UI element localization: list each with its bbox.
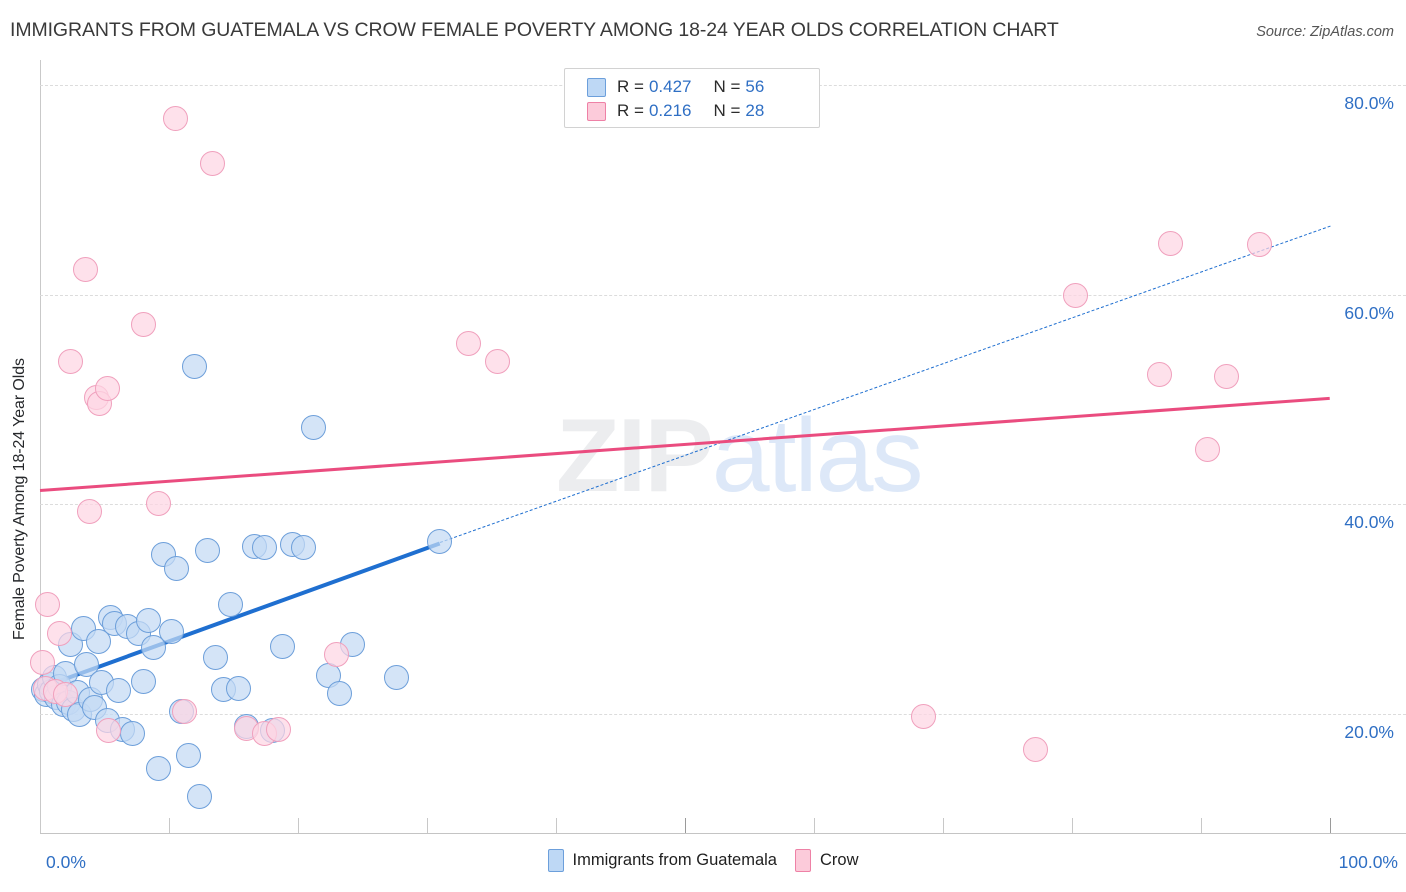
correlation-legend: R = 0.427 N = 56 R = 0.216 N = 28 bbox=[564, 68, 820, 128]
scatter-point bbox=[187, 783, 213, 809]
legend-r-label-guatemala: R = bbox=[617, 77, 644, 96]
gridline bbox=[40, 504, 1406, 506]
scatter-point bbox=[485, 349, 511, 375]
scatter-point bbox=[35, 592, 61, 618]
y-axis-tick-label: 20.0% bbox=[1344, 721, 1394, 742]
scatter-point bbox=[200, 151, 226, 177]
legend-n-value-crow: 28 bbox=[745, 101, 765, 120]
scatter-point bbox=[141, 635, 167, 661]
x-axis-label-min: 0.0% bbox=[46, 852, 86, 872]
y-axis-tick-label: 40.0% bbox=[1344, 512, 1394, 533]
series-label-crow: Crow bbox=[819, 851, 859, 869]
scatter-point bbox=[106, 678, 132, 704]
scatter-point bbox=[290, 534, 316, 560]
scatter-point bbox=[324, 642, 350, 668]
legend-swatch-guatemala bbox=[587, 77, 606, 97]
source-attribution: Source: ZipAtlas.com bbox=[1256, 24, 1394, 40]
scatter-point bbox=[130, 312, 156, 338]
x-axis-label-max: 100.0% bbox=[1338, 852, 1398, 872]
scatter-point bbox=[46, 621, 72, 647]
gridline bbox=[40, 294, 1406, 296]
plot-area bbox=[40, 60, 1330, 833]
scatter-point bbox=[266, 716, 292, 742]
scatter-point bbox=[175, 742, 201, 768]
x-axis-tick bbox=[298, 818, 299, 833]
scatter-point bbox=[94, 376, 120, 402]
scatter-point bbox=[455, 331, 481, 357]
scatter-point bbox=[1194, 437, 1220, 463]
x-axis-tick bbox=[1072, 818, 1073, 833]
scatter-point bbox=[120, 720, 146, 746]
page-title: IMMIGRANTS FROM GUATEMALA VS CROW FEMALE… bbox=[10, 19, 1059, 41]
scatter-point bbox=[195, 537, 221, 563]
scatter-point bbox=[58, 349, 84, 375]
scatter-point bbox=[171, 698, 197, 724]
y-axis-tick-label: 60.0% bbox=[1344, 302, 1394, 323]
series-swatch-guatemala bbox=[547, 849, 564, 872]
legend-r-label-crow: R = bbox=[617, 101, 644, 120]
scatter-point bbox=[72, 256, 98, 282]
scatter-point bbox=[1157, 230, 1183, 256]
legend-n-value-guatemala: 56 bbox=[745, 77, 765, 96]
x-axis-line bbox=[40, 833, 1406, 834]
legend-r-value-crow: 0.216 bbox=[648, 101, 692, 120]
scatter-point bbox=[202, 644, 228, 670]
series-swatch-crow bbox=[794, 849, 811, 872]
series-legend-item-guatemala[interactable]: Immigrants from Guatemala bbox=[547, 849, 777, 872]
y-axis-title: Female Poverty Among 18-24 Year Olds bbox=[11, 358, 28, 640]
scatter-point bbox=[383, 665, 409, 691]
scatter-point bbox=[1147, 361, 1173, 387]
scatter-point bbox=[146, 755, 172, 781]
legend-r-value-guatemala: 0.427 bbox=[648, 77, 692, 96]
x-axis-tick bbox=[685, 818, 686, 833]
scatter-point bbox=[251, 534, 277, 560]
scatter-point bbox=[135, 607, 161, 633]
scatter-point bbox=[30, 649, 56, 675]
x-axis-tick bbox=[556, 818, 557, 833]
scatter-point bbox=[95, 717, 121, 743]
x-axis-tick bbox=[427, 818, 428, 833]
scatter-point bbox=[270, 634, 296, 660]
scatter-point bbox=[1063, 283, 1089, 309]
legend-row-guatemala: R = 0.427 N = 56 bbox=[587, 75, 819, 99]
scatter-point bbox=[130, 668, 156, 694]
y-axis-tick-label: 80.0% bbox=[1344, 93, 1394, 114]
legend-row-crow: R = 0.216 N = 28 bbox=[587, 99, 819, 123]
scatter-point bbox=[182, 354, 208, 380]
y-axis-line bbox=[40, 60, 41, 833]
scatter-point bbox=[1214, 363, 1240, 389]
scatter-point bbox=[300, 415, 326, 441]
series-legend: Immigrants from Guatemala Crow bbox=[0, 849, 1406, 872]
scatter-point bbox=[226, 675, 252, 701]
x-axis-tick bbox=[943, 818, 944, 833]
scatter-point bbox=[218, 592, 244, 618]
legend-n-label-guatemala: N = bbox=[713, 77, 741, 96]
scatter-point bbox=[53, 682, 79, 708]
series-label-guatemala: Immigrants from Guatemala bbox=[572, 851, 777, 869]
scatter-point bbox=[911, 704, 937, 730]
legend-swatch-crow bbox=[587, 101, 606, 121]
scatter-point bbox=[1023, 736, 1049, 762]
series-legend-item-crow[interactable]: Crow bbox=[794, 849, 859, 872]
scatter-point bbox=[162, 106, 188, 132]
scatter-point bbox=[146, 490, 172, 516]
gridline bbox=[40, 713, 1406, 715]
scatter-point bbox=[1246, 231, 1272, 257]
scatter-point bbox=[76, 498, 102, 524]
x-axis-tick bbox=[814, 818, 815, 833]
scatter-point bbox=[159, 619, 185, 645]
x-axis-tick bbox=[169, 818, 170, 833]
scatter-point bbox=[326, 681, 352, 707]
legend-n-label-crow: N = bbox=[713, 101, 741, 120]
x-axis-tick bbox=[1330, 818, 1331, 833]
scatter-point bbox=[427, 529, 453, 555]
scatter-point bbox=[164, 555, 190, 581]
x-axis-tick bbox=[1201, 818, 1202, 833]
